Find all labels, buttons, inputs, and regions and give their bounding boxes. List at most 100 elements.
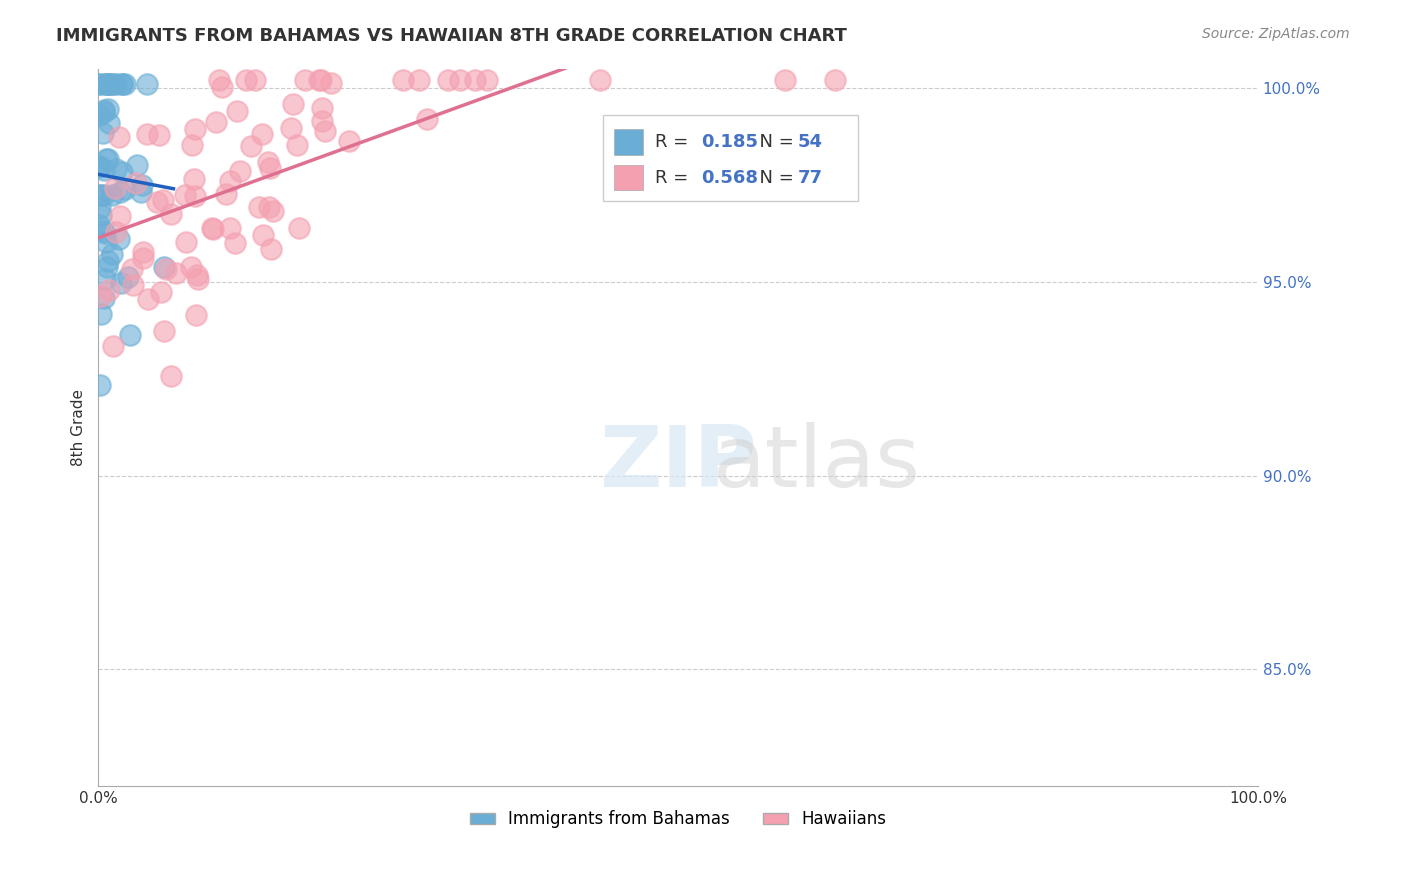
Point xyxy=(226,103,249,118)
Point xyxy=(87,159,110,173)
Point xyxy=(94,153,117,167)
Text: N =: N = xyxy=(748,134,799,152)
Point xyxy=(477,73,499,87)
Point xyxy=(89,188,111,202)
Point xyxy=(589,73,612,87)
Point xyxy=(152,260,174,274)
Point xyxy=(100,77,122,91)
Point xyxy=(108,185,131,199)
Point xyxy=(181,137,204,152)
Point xyxy=(132,252,155,266)
Point xyxy=(135,77,157,91)
Point xyxy=(173,187,195,202)
Point xyxy=(228,164,250,178)
Point xyxy=(91,224,114,238)
Text: 0.185: 0.185 xyxy=(702,134,758,152)
Point xyxy=(105,77,128,91)
Point xyxy=(136,292,159,306)
Point xyxy=(186,268,208,282)
Point xyxy=(93,105,115,120)
Point xyxy=(96,260,118,274)
Point xyxy=(124,176,146,190)
Point xyxy=(111,77,134,91)
Point xyxy=(311,101,333,115)
Point xyxy=(131,178,153,192)
Point xyxy=(114,182,136,196)
Point xyxy=(152,193,174,207)
Point xyxy=(118,328,141,343)
Point xyxy=(309,73,332,87)
Point xyxy=(94,226,117,240)
Point xyxy=(214,187,236,202)
Point xyxy=(97,254,120,268)
Point xyxy=(90,208,112,222)
Point xyxy=(219,174,242,188)
Point xyxy=(114,77,136,91)
Point xyxy=(391,73,413,87)
Point xyxy=(464,73,486,87)
Point xyxy=(101,188,124,202)
Point xyxy=(288,221,311,235)
Point xyxy=(337,134,360,148)
Point xyxy=(176,235,198,249)
Point xyxy=(104,225,127,239)
Text: atlas: atlas xyxy=(713,422,921,505)
Point xyxy=(252,228,274,243)
Point xyxy=(155,262,177,277)
Point xyxy=(205,115,228,129)
Text: ZIP: ZIP xyxy=(599,422,756,505)
Point xyxy=(165,266,187,280)
Point xyxy=(260,242,283,256)
Point xyxy=(97,77,120,91)
Point xyxy=(262,203,284,218)
Point xyxy=(87,77,110,91)
Point xyxy=(97,283,120,297)
Point xyxy=(89,378,111,392)
Point xyxy=(97,116,120,130)
Text: IMMIGRANTS FROM BAHAMAS VS HAWAIIAN 8TH GRADE CORRELATION CHART: IMMIGRANTS FROM BAHAMAS VS HAWAIIAN 8TH … xyxy=(56,27,846,45)
Point xyxy=(252,127,274,141)
Point xyxy=(148,128,170,143)
Point xyxy=(104,162,127,177)
Point xyxy=(219,221,242,235)
Point xyxy=(183,189,205,203)
Point xyxy=(97,153,120,167)
Point xyxy=(97,77,120,91)
Point xyxy=(94,77,117,91)
Bar xyxy=(614,129,643,154)
Point xyxy=(201,222,224,236)
Point xyxy=(280,121,302,136)
Point xyxy=(416,112,439,126)
Point xyxy=(108,129,131,144)
Point xyxy=(160,368,183,383)
Point xyxy=(184,309,207,323)
Point xyxy=(101,338,124,352)
Point xyxy=(89,202,111,216)
Point xyxy=(824,73,846,87)
Point xyxy=(150,285,173,300)
Point xyxy=(235,73,257,87)
Point xyxy=(110,209,132,223)
Point xyxy=(135,128,157,142)
Text: 0.568: 0.568 xyxy=(702,169,758,187)
Point xyxy=(257,200,280,214)
Point xyxy=(240,138,263,153)
Point xyxy=(183,171,205,186)
Point xyxy=(145,194,167,209)
Point xyxy=(111,77,134,91)
Bar xyxy=(614,165,643,191)
Point xyxy=(100,247,122,261)
Point xyxy=(89,160,111,174)
Text: 77: 77 xyxy=(797,169,823,187)
Point xyxy=(187,271,209,285)
Point xyxy=(775,73,797,87)
Point xyxy=(121,262,143,277)
Point xyxy=(408,73,430,87)
Point xyxy=(132,245,155,260)
Point xyxy=(97,102,120,116)
Text: N =: N = xyxy=(748,169,799,187)
Point xyxy=(257,154,280,169)
Point xyxy=(201,220,224,235)
Text: Source: ZipAtlas.com: Source: ZipAtlas.com xyxy=(1202,27,1350,41)
Point xyxy=(93,272,115,286)
